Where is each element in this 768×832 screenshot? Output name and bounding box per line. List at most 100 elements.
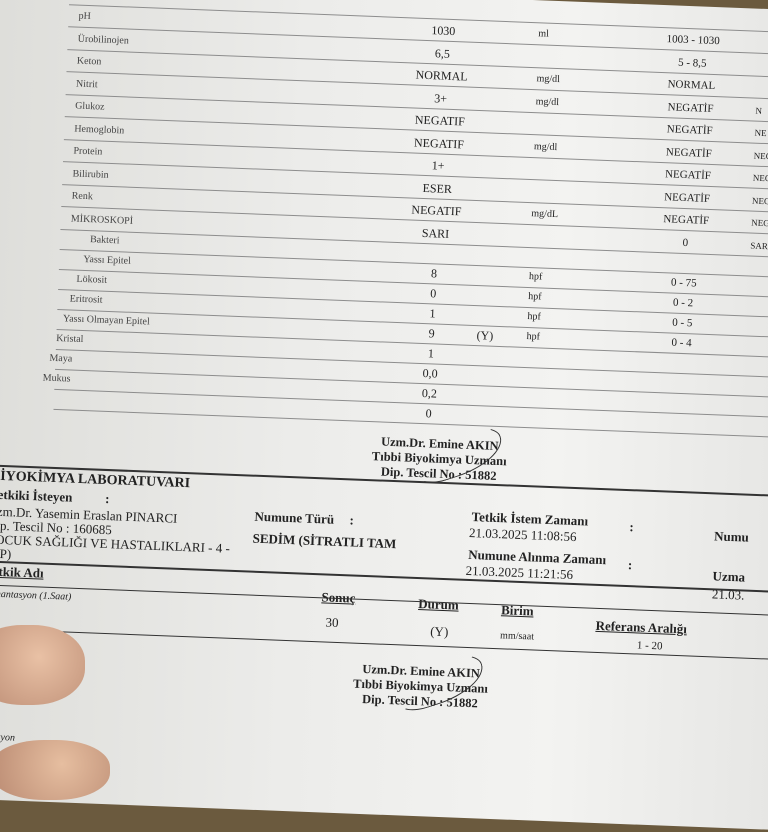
row-label: Nitrit	[75, 78, 98, 90]
signature-block-1: Uzm.Dr. Emine AKIN Tıbbi Biyokimya Uzman…	[371, 420, 509, 489]
row-reference: NEGATİF	[664, 168, 712, 182]
row-reference	[639, 23, 749, 27]
test-status: (Y)	[429, 623, 449, 640]
row-result: SARI	[421, 225, 450, 241]
row-result: NEGATIF	[414, 112, 466, 129]
row-result: 1	[429, 305, 436, 320]
colon: :	[629, 519, 635, 535]
row-result: 9	[428, 325, 435, 340]
row-reference	[626, 367, 736, 371]
sample-type: SEDİM (SİTRATLI TAM	[252, 530, 397, 552]
row-reference: NEGATİF	[665, 145, 712, 160]
row-label: Mukus	[42, 371, 71, 385]
test-name: Sedimantasyon (1.Saat)	[0, 588, 72, 603]
row-label: Yassı Epitel	[83, 253, 132, 267]
row-result: 0,2	[421, 385, 438, 401]
row-reference: 0 - 4	[671, 336, 692, 349]
row-result: 8	[430, 265, 438, 281]
row-previous-result: SARI /	[750, 240, 768, 251]
row-reference: 0 - 2	[672, 296, 694, 309]
row-result: 1	[427, 345, 435, 360]
row-label: Protein	[73, 145, 103, 158]
row-label: Bakteri	[89, 233, 120, 246]
colon: :	[104, 490, 110, 507]
row-reference: NEGATİF	[667, 100, 714, 115]
microscopy-rows: Bakteri Yassı Epitel 8 hpf 0 - 75 Lökosit 0 hpf…	[43, 229, 768, 440]
row-reference: 0	[682, 236, 689, 249]
row-label: Keton	[76, 55, 102, 68]
row-result: ESER	[422, 180, 453, 196]
row-label: pH	[78, 10, 92, 23]
row-label: Dansite	[79, 0, 110, 2]
cut-off-label: Uzma	[712, 568, 746, 585]
row-label: Glukoz	[74, 100, 105, 113]
row-reference: NEGATİF	[666, 123, 713, 137]
row-result: NEGATIF	[411, 202, 462, 219]
row-label: Ürobilinojen	[77, 33, 130, 47]
signature-block-2: Uzm.Dr. Emine AKIN Tıbbi Biyokimya Uzman…	[352, 647, 490, 716]
row-previous-result: NEG 2	[752, 172, 768, 184]
cut-off-label: Numu	[713, 528, 750, 545]
row-unit: hpf	[527, 310, 541, 323]
colon: :	[627, 557, 633, 573]
requester-label: Tetkiki İsteyen	[0, 486, 73, 505]
row-unit: hpf	[527, 290, 542, 303]
row-label: Yassı Olmayan Epitel	[62, 312, 150, 328]
row-reference: 5 - 8,5	[677, 56, 707, 70]
row-result: 3+	[434, 90, 448, 106]
finger	[0, 740, 110, 800]
row-unit: mg/dL	[531, 208, 559, 221]
row-unit: hpf	[528, 270, 543, 283]
row-result: 0,0	[422, 365, 438, 381]
row-result: 1+	[431, 158, 445, 173]
row-unit: mg/dl	[535, 95, 560, 108]
row-result: 0	[425, 405, 432, 420]
test-reference: 1 - 20	[636, 639, 663, 653]
row-reference	[623, 427, 733, 431]
colon: :	[349, 512, 355, 528]
sample-type-label: Numune Türü	[254, 508, 335, 527]
row-label: Bilirubin	[72, 167, 109, 181]
row-label: Hemoglobin	[74, 123, 125, 136]
row-reference	[629, 267, 739, 271]
row-reference: 0 - 5	[671, 316, 693, 329]
row-result: 1030	[431, 23, 456, 39]
revision-label: Revizyon	[0, 731, 16, 744]
row-flag: (Y)	[476, 327, 494, 343]
row-result	[399, 13, 489, 16]
row-unit: ml	[538, 28, 550, 40]
header-status: Durum	[418, 596, 460, 613]
row-result: 0	[429, 285, 437, 301]
row-unit: mg/dl	[533, 140, 558, 153]
test-result: 30	[325, 614, 339, 631]
row-previous-result: NE	[754, 127, 767, 139]
header-test-name: Tetkik Adı	[0, 563, 44, 581]
department: ÇOCUK SAĞLIĞI VE HASTALIKLARI - 4 -	[0, 531, 231, 556]
header-reference: Referans Aralığı	[595, 617, 688, 637]
row-result: NORMAL	[415, 67, 468, 84]
row-unit: hpf	[526, 330, 541, 343]
department-code: (YP)	[0, 545, 12, 562]
row-previous-result: NEG	[753, 150, 768, 161]
row-result	[390, 258, 480, 261]
row-previous-result: NEGA 1+	[751, 195, 768, 207]
row-label: Maya	[49, 352, 73, 365]
test-unit: mm/saat	[499, 630, 535, 643]
row-label: Eritrosit	[69, 292, 103, 306]
row-reference	[625, 387, 735, 391]
row-reference: 1003 - 1030	[666, 33, 720, 48]
row-reference: 0 - 75	[670, 276, 697, 289]
row-reference: NEGATİF	[663, 213, 710, 227]
row-label: Renk	[71, 190, 94, 203]
row-reference	[624, 407, 734, 411]
row-label: Kristal	[56, 332, 84, 345]
row-label: Lökosit	[76, 273, 108, 286]
row-previous-result: N	[755, 105, 763, 116]
row-result: NEGATIF	[413, 135, 465, 151]
row-previous-result: NEGAT	[751, 217, 768, 229]
urinalysis-table: Dansite pH 1030 ml 1003 - 1030 Ürobilinojen 6,…	[43, 0, 768, 440]
row-result: 6,5	[434, 45, 451, 61]
finger	[0, 625, 85, 705]
row-reference: NEGATİF	[663, 190, 711, 205]
